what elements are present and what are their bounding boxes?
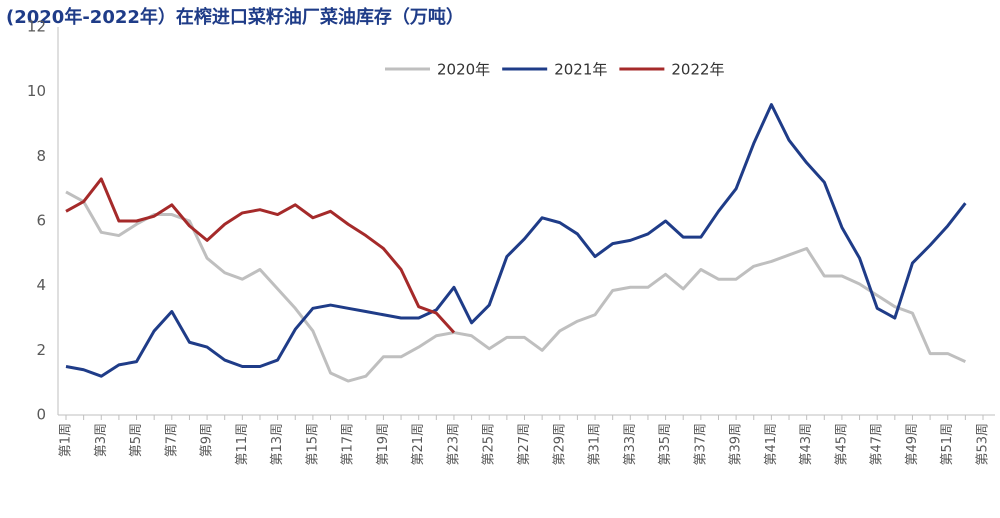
x-tick-label: 第15周 <box>305 423 320 466</box>
x-tick-label: 第51周 <box>940 423 955 466</box>
y-tick-label: 10 <box>27 82 46 100</box>
x-tick-label: 第53周 <box>976 423 991 466</box>
y-tick-label: 8 <box>36 147 46 165</box>
line <box>65 103 967 378</box>
x-tick-label: 第35周 <box>658 423 673 466</box>
x-tick-label: 第25周 <box>482 423 497 466</box>
x-tick-label: 第21周 <box>411 423 426 466</box>
line <box>65 177 456 334</box>
line <box>65 190 966 383</box>
chart-title: (2020年-2022年）在榨进口菜籽油厂菜油库存（万吨） <box>6 6 464 28</box>
y-tick-label: 0 <box>36 406 46 424</box>
x-tick-label: 第37周 <box>693 423 708 466</box>
x-tick-label: 第39周 <box>729 423 744 466</box>
x-tick-label: 第11周 <box>235 423 250 466</box>
x-tick-label: 第23周 <box>446 423 461 466</box>
legend-label: 2021年 <box>554 61 607 79</box>
x-tick-label: 第9周 <box>200 423 215 457</box>
x-tick-label: 第45周 <box>834 423 849 466</box>
x-tick-label: 第19周 <box>376 423 391 466</box>
x-tick-label: 第31周 <box>588 423 603 466</box>
legend-label: 2020年 <box>437 61 490 79</box>
x-tick-label: 第33周 <box>623 423 638 466</box>
x-tick-label: 第27周 <box>517 423 532 466</box>
legend-label: 2022年 <box>671 61 724 79</box>
y-tick-label: 6 <box>36 212 46 230</box>
x-tick-label: 第5周 <box>129 423 144 457</box>
x-tick-label: 第13周 <box>270 423 285 466</box>
x-tick-label: 第49周 <box>905 423 920 466</box>
x-tick-label: 第43周 <box>799 423 814 466</box>
x-tick-label: 第29周 <box>552 423 567 466</box>
y-tick-label: 4 <box>36 276 46 294</box>
y-tick-label: 12 <box>27 18 46 36</box>
y-tick-label: 2 <box>36 341 46 359</box>
x-tick-label: 第3周 <box>94 423 109 457</box>
x-tick-label: 第1周 <box>59 423 74 457</box>
x-tick-label: 第17周 <box>341 423 356 466</box>
x-tick-label: 第7周 <box>164 423 179 457</box>
x-tick-label: 第41周 <box>764 423 779 466</box>
x-tick-label: 第47周 <box>870 423 885 466</box>
